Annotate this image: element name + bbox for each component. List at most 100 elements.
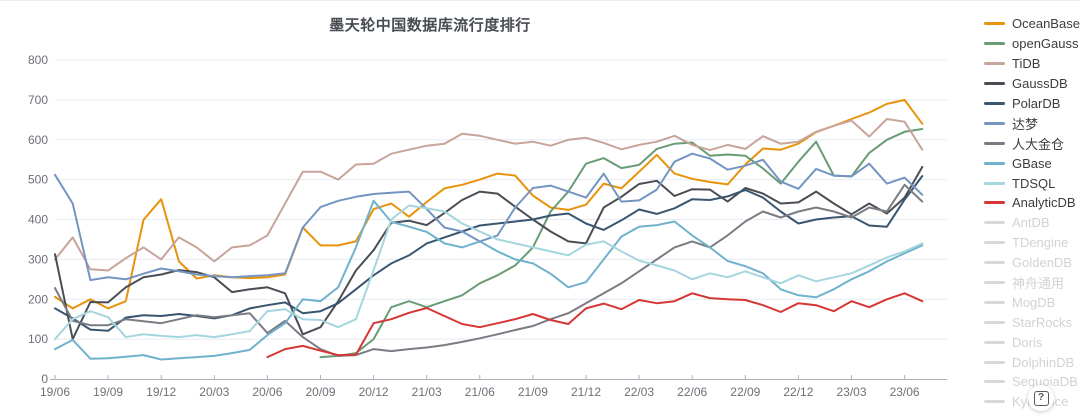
legend-swatch-icon (984, 82, 1005, 86)
x-tick-label: 20/03 (199, 385, 229, 399)
y-tick-label: 600 (28, 133, 48, 147)
legend-item-MogDB[interactable]: MogDB (984, 292, 1080, 312)
series-line-GaussDB (54, 165, 924, 341)
series-line-GBase (54, 199, 924, 361)
x-tick-label: 22/03 (624, 385, 654, 399)
series-line-openGauss (319, 128, 924, 359)
x-tick-label: 20/09 (305, 385, 335, 399)
legend-item-DolphinDB[interactable]: DolphinDB (984, 352, 1080, 372)
legend-swatch-icon (984, 241, 1005, 245)
legend-label: SequoiaDB (1012, 374, 1078, 390)
legend-label: MogDB (1012, 294, 1056, 310)
legend-swatch-icon (984, 261, 1005, 265)
legend-swatch-icon (984, 221, 1005, 225)
series-line-人大金仓 (54, 183, 924, 357)
legend-label: DolphinDB (1012, 354, 1075, 370)
x-tick-label: 19/12 (146, 385, 176, 399)
legend-swatch-icon (984, 201, 1005, 205)
legend-swatch-icon (984, 161, 1005, 165)
x-tick-label: 22/06 (677, 385, 707, 399)
legend-label: StarRocks (1012, 314, 1072, 330)
y-tick-label: 100 (28, 332, 48, 346)
legend-item-AnalyticDB[interactable]: AnalyticDB (984, 193, 1080, 213)
legend-label: openGauss (1012, 36, 1079, 52)
legend-item-TDengine[interactable]: TDengine (984, 233, 1080, 253)
help-icon[interactable]: ? (1028, 385, 1054, 411)
x-tick-label: 21/03 (412, 385, 442, 399)
legend-item-AntDB[interactable]: AntDB (984, 213, 1080, 233)
series-legend: OceanBase openGauss TiDB GaussDB PolarDB 达梦人大… (984, 14, 1080, 412)
legend-item-GBase[interactable]: GBase (984, 153, 1080, 173)
chart-title: 墨天轮中国数据库流行度排行 (329, 17, 531, 34)
y-tick-label: 500 (28, 173, 48, 187)
legend-label: Doris (1012, 334, 1043, 350)
legend-item-人大金仓[interactable]: 人大金仓 (984, 133, 1080, 153)
legend-swatch-icon (984, 141, 1005, 145)
legend-swatch-icon (984, 62, 1005, 66)
series-line-TiDB (54, 118, 924, 272)
x-tick-label: 19/09 (93, 385, 123, 399)
legend-label: TDengine (1012, 235, 1069, 251)
legend-label: GaussDB (1012, 76, 1068, 92)
question-mark-icon: ? (1033, 390, 1049, 406)
series-line-PolarDB (54, 175, 924, 332)
y-tick-label: 0 (41, 372, 48, 386)
x-tick-label: 23/06 (890, 385, 920, 399)
x-tick-label: 20/12 (359, 385, 389, 399)
popularity-line-chart: 0 100 200 300 400 500 600 700 800 19/06 19/09 19/12… (28, 53, 947, 399)
legend-swatch-icon (984, 42, 1005, 46)
legend-swatch-icon (984, 380, 1005, 384)
x-tick-label: 22/12 (783, 385, 813, 399)
legend-swatch-icon (984, 300, 1005, 304)
legend-swatch-icon (984, 181, 1005, 185)
legend-label: 人大金仓 (1012, 136, 1065, 152)
series-line-达梦 (54, 152, 924, 282)
legend-label: AntDB (1012, 215, 1050, 231)
legend-swatch-icon (984, 102, 1005, 105)
y-tick-label: 800 (28, 53, 48, 67)
legend-label: PolarDB (1012, 96, 1061, 111)
legend-label: TiDB (1012, 56, 1041, 72)
legend-item-GoldenDB[interactable]: GoldenDB (984, 253, 1080, 273)
legend-item-GaussDB[interactable]: GaussDB (984, 74, 1080, 94)
legend-item-StarRocks[interactable]: StarRocks (984, 312, 1080, 332)
legend-label: TDSQL (1012, 175, 1056, 191)
legend-item-TDSQL[interactable]: TDSQL (984, 173, 1080, 193)
series-line-OceanBase (54, 98, 924, 310)
y-tick-label: 200 (28, 292, 48, 306)
legend-label: GBase (1012, 155, 1052, 171)
x-tick-label: 22/09 (730, 385, 760, 399)
y-tick-label: 300 (28, 252, 48, 266)
legend-item-PolarDB[interactable]: PolarDB (984, 94, 1080, 114)
legend-swatch-icon (984, 22, 1005, 26)
y-tick-label: 700 (28, 93, 48, 107)
x-tick-label: 21/09 (518, 385, 548, 399)
legend-item-openGauss[interactable]: openGauss (984, 34, 1080, 54)
legend-label: 达梦 (1012, 116, 1039, 132)
x-tick-label: 21/12 (571, 385, 601, 399)
legend-swatch-icon (984, 121, 1005, 125)
legend-label: OceanBase (1012, 16, 1080, 32)
legend-item-TiDB[interactable]: TiDB (984, 54, 1080, 74)
legend-item-Doris[interactable]: Doris (984, 332, 1080, 352)
legend-swatch-icon (984, 340, 1005, 344)
legend-swatch-icon (984, 320, 1005, 324)
legend-item-SequoiaDB[interactable]: SequoiaDB (984, 372, 1080, 392)
legend-label: GoldenDB (1012, 255, 1072, 271)
legend-item-OceanBase[interactable]: OceanBase (984, 14, 1080, 34)
legend-swatch-icon (984, 400, 1005, 404)
legend-swatch-icon (984, 360, 1005, 364)
legend-label: AnalyticDB (1012, 195, 1076, 211)
series-line-AnalyticDB (266, 292, 924, 359)
x-tick-label: 21/06 (465, 385, 495, 399)
legend-item-达梦[interactable]: 达梦 (984, 113, 1080, 133)
y-tick-label: 400 (28, 213, 48, 227)
legend-item-神舟通用[interactable]: 神舟通用 (984, 273, 1080, 293)
series-line-TDSQL (54, 204, 924, 341)
legend-label: 神舟通用 (1012, 276, 1065, 292)
x-tick-label: 20/06 (252, 385, 282, 399)
x-tick-label: 19/06 (40, 385, 70, 399)
x-tick-label: 23/03 (836, 385, 866, 399)
legend-swatch-icon (984, 281, 1005, 285)
